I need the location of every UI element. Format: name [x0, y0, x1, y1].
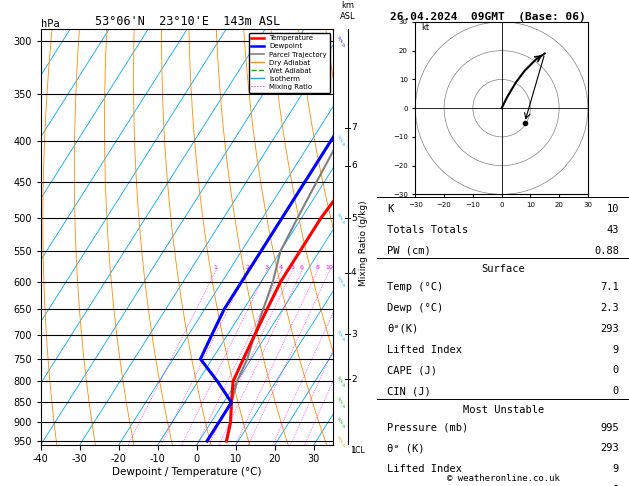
- Text: 5: 5: [291, 265, 294, 270]
- Text: Temp (°C): Temp (°C): [387, 282, 443, 292]
- Text: Dewp (°C): Dewp (°C): [387, 303, 443, 313]
- Text: 2: 2: [245, 265, 249, 270]
- Text: kt: kt: [421, 23, 429, 33]
- Text: 43: 43: [606, 225, 619, 235]
- Text: >>>: >>>: [336, 395, 347, 410]
- Title: 53°06'N  23°10'E  143m ASL: 53°06'N 23°10'E 143m ASL: [94, 15, 280, 28]
- Text: 1: 1: [351, 446, 357, 454]
- Text: 10: 10: [326, 265, 333, 270]
- Text: 0: 0: [613, 485, 619, 486]
- X-axis label: Dewpoint / Temperature (°C): Dewpoint / Temperature (°C): [113, 467, 262, 477]
- Text: 26.04.2024  09GMT  (Base: 06): 26.04.2024 09GMT (Base: 06): [390, 12, 586, 22]
- Text: >>>: >>>: [336, 434, 347, 448]
- Text: 6: 6: [351, 161, 357, 171]
- Text: θᵊ(K): θᵊ(K): [387, 324, 419, 334]
- Text: PW (cm): PW (cm): [387, 246, 431, 256]
- Text: >>>: >>>: [336, 328, 347, 342]
- Text: hPa: hPa: [41, 19, 60, 29]
- Text: Lifted Index: Lifted Index: [387, 464, 462, 474]
- Text: 1: 1: [214, 265, 218, 270]
- Text: 2: 2: [351, 375, 357, 384]
- Text: 9: 9: [613, 345, 619, 355]
- Text: LCL: LCL: [351, 446, 365, 454]
- Text: >>>: >>>: [336, 211, 347, 226]
- Text: 3: 3: [265, 265, 269, 270]
- Text: CAPE (J): CAPE (J): [387, 485, 437, 486]
- Text: >>>: >>>: [336, 415, 347, 430]
- Text: K: K: [387, 204, 394, 214]
- Text: Mixing Ratio (g/kg): Mixing Ratio (g/kg): [359, 200, 368, 286]
- Text: 9: 9: [613, 464, 619, 474]
- Text: Pressure (mb): Pressure (mb): [387, 423, 469, 433]
- Text: 293: 293: [600, 324, 619, 334]
- Text: 0.88: 0.88: [594, 246, 619, 256]
- Text: 0: 0: [613, 386, 619, 396]
- Text: Surface: Surface: [481, 264, 525, 275]
- Text: CIN (J): CIN (J): [387, 386, 431, 396]
- Text: 293: 293: [600, 444, 619, 453]
- Text: >>>: >>>: [336, 34, 347, 48]
- Text: >>>: >>>: [336, 134, 347, 148]
- Text: 7: 7: [351, 123, 357, 132]
- Text: 10: 10: [606, 204, 619, 214]
- Text: 7.1: 7.1: [600, 282, 619, 292]
- Text: 4: 4: [279, 265, 283, 270]
- Text: >>>: >>>: [336, 274, 347, 289]
- Text: θᵊ (K): θᵊ (K): [387, 444, 425, 453]
- Text: km
ASL: km ASL: [340, 1, 355, 21]
- Text: 6: 6: [300, 265, 304, 270]
- Text: >>>: >>>: [336, 374, 347, 389]
- Text: 3: 3: [351, 330, 357, 339]
- Text: Lifted Index: Lifted Index: [387, 345, 462, 355]
- Text: 8: 8: [315, 265, 319, 270]
- Text: 995: 995: [600, 423, 619, 433]
- Legend: Temperature, Dewpoint, Parcel Trajectory, Dry Adiabat, Wet Adiabat, Isotherm, Mi: Temperature, Dewpoint, Parcel Trajectory…: [248, 33, 330, 93]
- Text: CAPE (J): CAPE (J): [387, 365, 437, 375]
- Text: 0: 0: [613, 365, 619, 375]
- Text: 4: 4: [351, 268, 357, 277]
- Text: Most Unstable: Most Unstable: [462, 405, 544, 415]
- Text: 5: 5: [351, 214, 357, 223]
- Text: © weatheronline.co.uk: © weatheronline.co.uk: [447, 474, 560, 483]
- Text: Totals Totals: Totals Totals: [387, 225, 469, 235]
- Text: 2.3: 2.3: [600, 303, 619, 313]
